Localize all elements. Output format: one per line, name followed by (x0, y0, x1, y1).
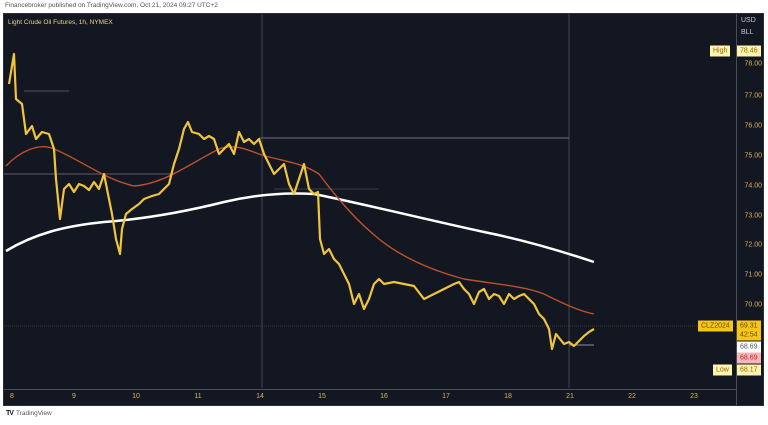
currency-bll: BLL (741, 29, 754, 36)
footer-brand: TradingView (15, 410, 52, 417)
time-tick: 17 (442, 393, 450, 400)
time-tick: 8 (10, 393, 14, 400)
countdown-tag: 42:54 (737, 329, 761, 341)
price-tick: 71.00 (744, 271, 762, 279)
footer: TV TradingView (6, 410, 52, 417)
time-axis[interactable]: 8 9 10 11 14 15 16 17 18 21 22 23 (4, 389, 736, 406)
time-tick: 10 (132, 393, 140, 400)
time-tick: 18 (504, 393, 512, 400)
chart-title: Light Crude Oil Futures, 1h, NYMEX (8, 19, 113, 26)
time-tick: 9 (72, 393, 76, 400)
time-tick: 14 (256, 393, 264, 400)
price-chart-svg (4, 14, 736, 388)
last-price-tag: 69.31 (737, 320, 761, 332)
time-tick: 16 (380, 393, 388, 400)
time-tick: 11 (194, 393, 202, 400)
currency-usd: USD (741, 17, 756, 24)
price-tick: 78.00 (744, 60, 762, 68)
symbol-tag: CLZ2024 (698, 320, 733, 332)
time-tick: 15 (318, 393, 326, 400)
publish-info: Financebroker published on TradingView.c… (5, 2, 218, 9)
long-ma-line (5, 192, 595, 264)
time-tick: 22 (628, 393, 636, 400)
price-tick: 70.00 (744, 301, 762, 309)
short-ema-line (5, 146, 595, 315)
time-tick: 21 (566, 393, 574, 400)
price-tick: 72.00 (744, 241, 762, 249)
price-tick: 77.00 (744, 92, 762, 100)
price-tick: 75.00 (744, 152, 762, 160)
plot-area[interactable]: Light Crude Oil Futures, 1h, NYMEX (4, 14, 736, 388)
low-label-tag: Low (713, 364, 732, 376)
price-tick: 73.00 (744, 212, 762, 220)
time-tick: 23 (690, 393, 698, 400)
price-line (7, 52, 595, 351)
price-red-tag: 68.69 (737, 352, 761, 364)
price-tick: 76.00 (744, 122, 762, 130)
high-value-tag: 78.46 (737, 45, 761, 57)
price-tick: 74.00 (744, 182, 762, 190)
price-white-tag: 68.69 (737, 341, 761, 353)
low-value-tag: 68.17 (737, 364, 761, 376)
price-axis[interactable]: USD BLL 78.00 77.00 76.00 75.00 74.00 73… (736, 14, 765, 405)
chart-frame[interactable]: Light Crude Oil Futures, 1h, NYMEX USD B… (3, 13, 764, 406)
high-label-tag: High (710, 45, 731, 57)
tradingview-logo-icon: TV (6, 410, 14, 417)
